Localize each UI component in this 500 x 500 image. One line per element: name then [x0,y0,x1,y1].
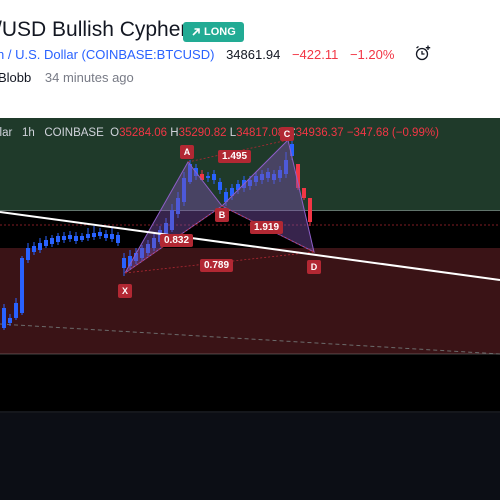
alarm-clock-add-icon[interactable] [414,44,432,67]
candle-body [104,234,108,238]
candle-body [32,246,36,252]
legend-exchange: COINBASE [44,127,104,139]
candle-body [110,234,114,239]
idea-title: /USD Bullish Cypher [0,18,188,41]
target-zone [0,118,500,211]
long-badge: LONG [183,22,244,42]
candle-body [176,198,180,214]
indicator-pane [0,413,500,500]
candle-body [206,176,210,178]
ratio-ab-label: 0.832 [160,234,194,247]
candle-body [98,232,102,236]
legend-l-value: 34817.08 [236,127,285,139]
exchange-symbol-link[interactable]: (COINBASE:BTCUSD) [81,47,215,62]
candle-body [26,248,30,260]
candle-body [44,240,48,246]
candle-body [152,238,156,248]
candle-body [80,236,84,240]
ratio-line-ac [187,139,289,163]
candle-body [200,174,204,180]
ratio-cd-label: 1.919 [250,221,284,234]
legend-h-value: 35290.82 [178,127,227,139]
idea-header: /USD Bullish Cypher LONG n / U.S. Dollar… [0,0,500,118]
legend-change-percent: (−0.99%) [391,127,439,139]
candle-body [170,210,174,230]
candle-body [260,174,264,180]
symbol-link[interactable]: n / U.S. Dollar [0,47,78,62]
candle-body [86,234,90,238]
candle-body [92,233,96,237]
candle-body [248,180,252,186]
candle-body [254,176,258,182]
price-change: −422.11 [291,47,339,62]
candle-body [188,164,192,182]
price-chart[interactable] [0,118,500,500]
publish-time: 34 minutes ago [44,70,134,85]
candle-body [74,236,78,241]
legend-title: llar [0,127,13,139]
candle-body [134,253,138,261]
ratio-bc-label: 1.495 [218,150,252,163]
candle-body [56,236,60,242]
candle-body [140,248,144,258]
point-d-label: D [307,260,321,274]
candle-body [212,174,216,180]
long-badge-label: LONG [204,26,236,38]
ratio-xd-label: 0.789 [200,259,234,272]
candle-body [218,182,222,190]
candle-body [14,303,18,318]
last-price: 34861.94 [226,47,281,62]
candle-body [122,258,126,268]
candle-body [116,235,120,243]
legend-h-label: H [170,127,179,139]
stop-zone [0,248,500,354]
symbol-row: n / U.S. Dollar (COINBASE:BTCUSD) 34861.… [0,47,394,62]
arrow-up-right-icon [192,28,200,36]
chart-legend: llar 1h COINBASE O35284.06 H35290.82 L34… [0,127,439,139]
legend-o-label: O [110,127,120,139]
point-a-label: A [180,145,194,159]
candle-body [272,174,276,180]
trendline [0,211,500,281]
candle-body [302,188,306,198]
legend-c-value: 34936.37 [295,127,344,139]
candle-body [68,235,72,239]
point-x-label: X [118,284,132,298]
candle-body [224,192,228,202]
candle-body [308,198,312,222]
candle-body [62,236,66,240]
candle-body [20,258,24,313]
point-c-label: C [280,127,294,141]
candle-body [296,164,300,188]
candle-body [230,188,234,196]
legend-change: −347.68 [346,127,389,139]
candle-body [182,178,186,202]
candle-body [38,243,42,250]
ratio-line-bd [221,205,315,253]
candle-body [50,238,54,244]
author-row: Blobb 34 minutes ago [0,70,134,85]
candle-body [2,308,6,328]
legend-o-value: 35284.06 [119,127,168,139]
candle-body [164,223,168,236]
price-change-percent: −1.20% [349,47,395,62]
candle-body [8,318,12,323]
candle-body [290,144,294,156]
chart-area[interactable]: llar 1h COINBASE O35284.06 H35290.82 L34… [0,118,500,500]
author-name[interactable]: Blobb [0,70,32,85]
candle-body [278,170,282,178]
candle-body [146,244,150,253]
candle-body [266,172,270,178]
legend-interval[interactable]: 1h [21,127,35,139]
candle-body [284,160,288,174]
candle-body [236,184,240,190]
point-b-label: B [215,208,229,222]
candle-body [128,256,132,266]
legend-l-label: L [229,127,237,139]
